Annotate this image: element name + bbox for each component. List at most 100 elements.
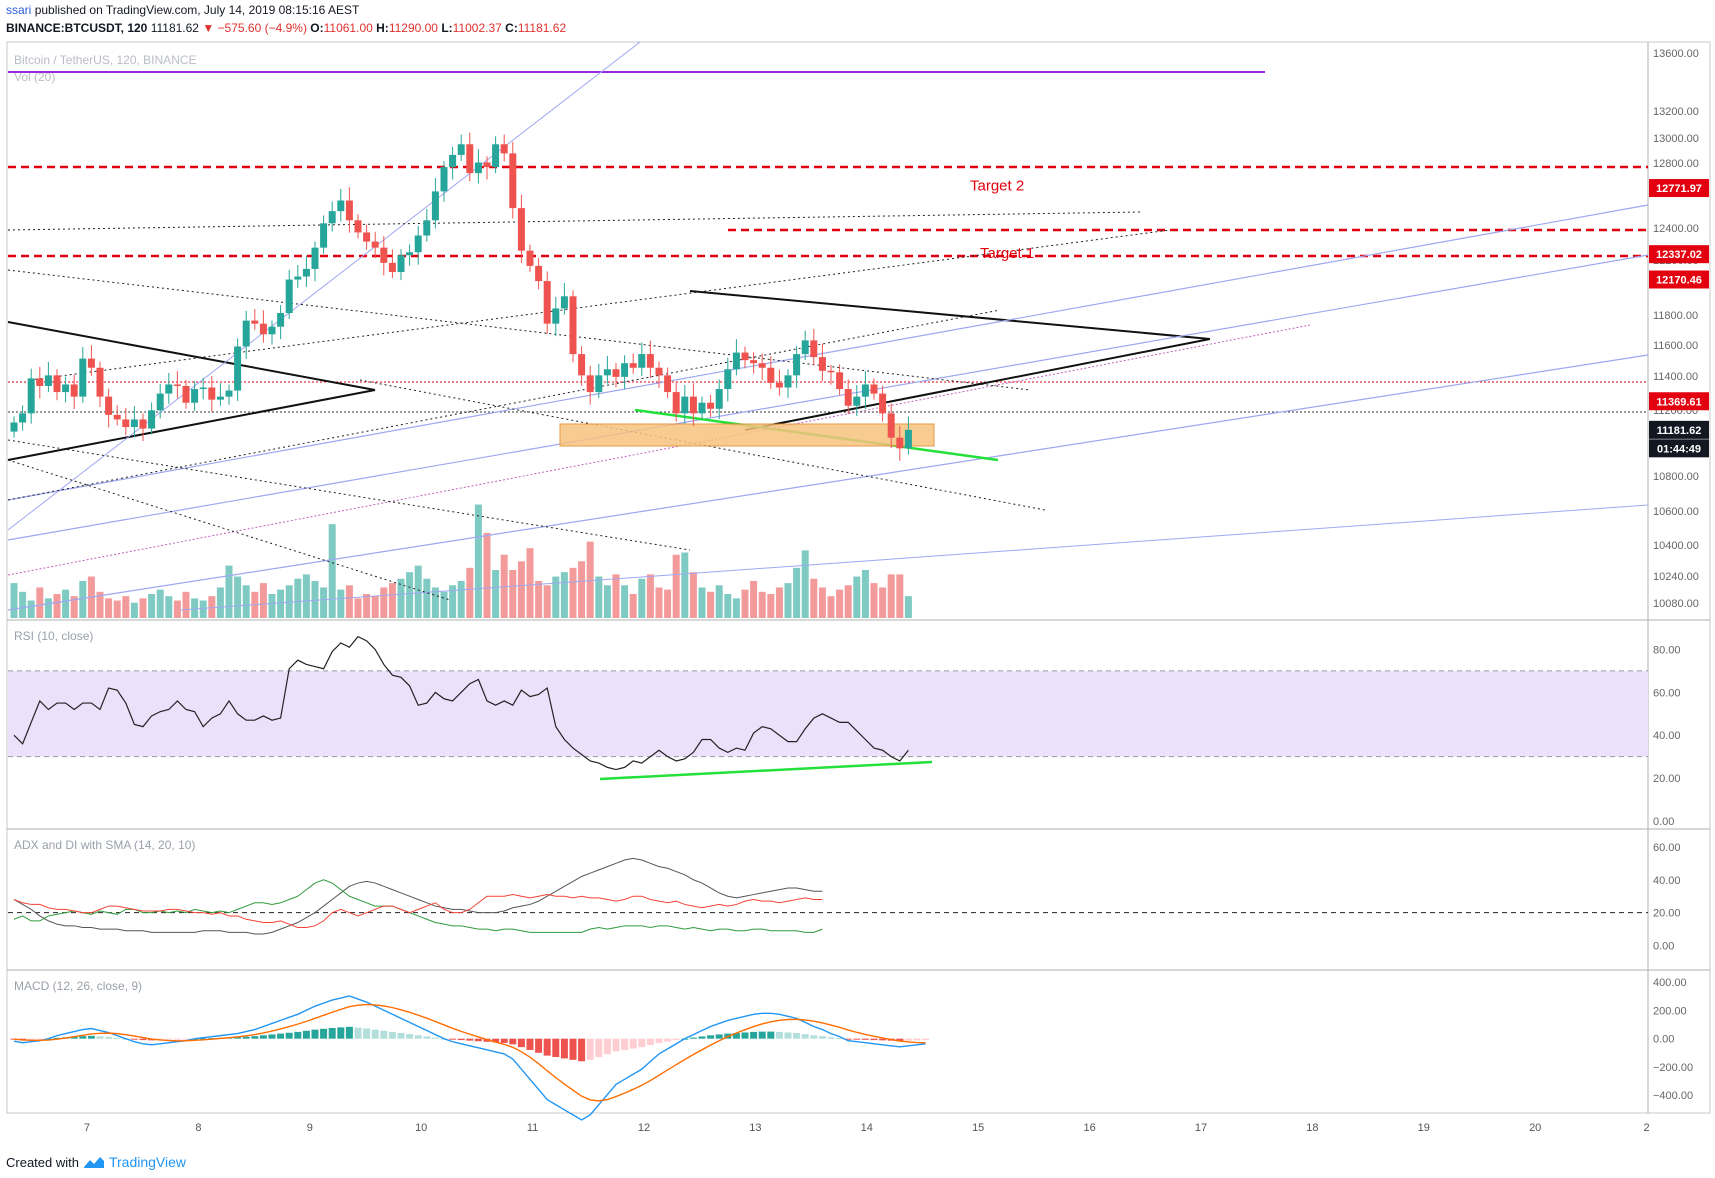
- price-tag-box: [1649, 420, 1709, 439]
- macd-histogram-bar: [380, 1030, 388, 1039]
- macd-histogram-bar: [621, 1038, 629, 1050]
- candle: [698, 402, 706, 414]
- volume-bar: [853, 576, 861, 618]
- price-pane-title: Bitcoin / TetherUS, 120, BINANCE: [14, 53, 197, 67]
- macd-histogram-bar: [423, 1036, 431, 1039]
- chart-canvas[interactable]: 7 8 9 10 11 12 13 14 15 16 17 18 19 20 2 Bitcoin / Teth…: [0, 0, 1715, 1150]
- volume-bar: [483, 532, 491, 618]
- close-value: 11181.62: [517, 21, 567, 35]
- candle: [449, 154, 457, 168]
- candle: [896, 437, 904, 449]
- candle: [27, 378, 35, 414]
- candle: [440, 167, 448, 192]
- price-y-tick: 10240.00: [1653, 571, 1699, 583]
- candle: [457, 144, 465, 155]
- volume-bar: [509, 570, 517, 618]
- macd-histogram-bar: [79, 1036, 87, 1039]
- volume-bar: [904, 596, 912, 618]
- price-tag: 12771.97: [1656, 183, 1702, 195]
- candle: [517, 208, 525, 251]
- adx-series-line: [13, 879, 823, 933]
- candle: [328, 211, 336, 224]
- macd-histogram-bar: [397, 1033, 405, 1039]
- volume-bar: [793, 567, 801, 618]
- macd-histogram-bar: [801, 1034, 809, 1039]
- candle: [165, 384, 173, 394]
- macd-histogram-bar: [526, 1038, 534, 1050]
- macd-histogram-bar: [277, 1033, 285, 1039]
- macd-histogram-bar: [259, 1035, 267, 1039]
- volume-bar: [887, 574, 895, 618]
- rsi-y-tick: 0.00: [1653, 816, 1674, 828]
- candle: [689, 396, 697, 414]
- candle: [406, 252, 414, 256]
- open-label: O:: [310, 21, 324, 35]
- volume-bar: [896, 574, 904, 618]
- tradingview-logo-icon: [83, 1157, 104, 1168]
- volume-bar: [199, 600, 207, 618]
- volume-bar: [19, 591, 27, 618]
- volume-bar: [354, 598, 362, 618]
- price-tag: 01:44:49: [1657, 443, 1701, 455]
- symbol-legend: BINANCE:BTCUSDT, 120 11181.62 ▼ −575.60 …: [6, 21, 566, 35]
- macd-histogram-bar: [595, 1038, 603, 1058]
- price-tag: 11181.62: [1657, 425, 1702, 437]
- macd-histogram-bar: [612, 1038, 620, 1052]
- candle: [646, 354, 654, 368]
- price-y-tick: 11600.00: [1653, 340, 1698, 352]
- macd-histogram-bar: [182, 1038, 190, 1040]
- volume-bar: [234, 576, 242, 618]
- macd-histogram-bar: [87, 1035, 95, 1039]
- volume-bar: [801, 550, 809, 618]
- macd-histogram-bar: [870, 1038, 878, 1041]
- volume-bar: [320, 587, 328, 618]
- macd-histogram-bar: [586, 1038, 594, 1060]
- volume-bar: [517, 561, 525, 618]
- macd-histogram-bar: [113, 1037, 121, 1039]
- created-with-text: Created with: [6, 1154, 79, 1170]
- trend-line: [7, 439, 691, 551]
- macd-histogram-bar: [320, 1028, 328, 1039]
- trend-line: [7, 459, 451, 601]
- candle: [225, 390, 233, 397]
- candle: [586, 375, 594, 393]
- volume-bar: [715, 585, 723, 618]
- candle: [234, 346, 242, 391]
- candle: [208, 387, 216, 400]
- candle: [767, 367, 775, 383]
- candle: [569, 296, 577, 355]
- volume-bar: [431, 587, 439, 618]
- macd-histogram-bar: [629, 1038, 637, 1049]
- trend-line: [7, 321, 376, 391]
- macd-histogram-bar: [96, 1036, 104, 1039]
- symbol-name: BINANCE:BTCUSDT, 120: [6, 21, 148, 35]
- candle: [861, 384, 869, 397]
- candle: [500, 144, 508, 154]
- macd-histogram-bar: [896, 1038, 904, 1041]
- macd-histogram-bar: [698, 1036, 706, 1039]
- candle: [130, 419, 138, 428]
- volume-bar: [707, 591, 715, 618]
- macd-title: MACD (12, 26, close, 9): [14, 979, 142, 993]
- macd-histogram-bar: [664, 1038, 672, 1042]
- candle: [724, 369, 732, 390]
- volume-bar: [629, 594, 637, 618]
- tradingview-brand[interactable]: TradingView: [108, 1154, 187, 1170]
- macd-histogram-bar: [474, 1038, 482, 1042]
- support-zone-box: [559, 423, 935, 447]
- price-y-tick: 13200.00: [1653, 106, 1699, 118]
- candle: [302, 268, 310, 277]
- trend-line: [7, 389, 376, 461]
- candle: [216, 396, 224, 400]
- volume-bar: [277, 589, 285, 618]
- candle: [320, 223, 328, 248]
- candle: [363, 232, 371, 242]
- rsi-y-tick: 20.00: [1653, 773, 1681, 785]
- volume-bar: [10, 583, 18, 618]
- x-tick-label: 18: [1306, 1122, 1318, 1134]
- volume-bar: [750, 580, 758, 618]
- candle: [173, 384, 181, 386]
- publisher-user[interactable]: ssari: [6, 3, 32, 17]
- candle: [655, 367, 663, 376]
- x-tick-label: 15: [972, 1122, 984, 1134]
